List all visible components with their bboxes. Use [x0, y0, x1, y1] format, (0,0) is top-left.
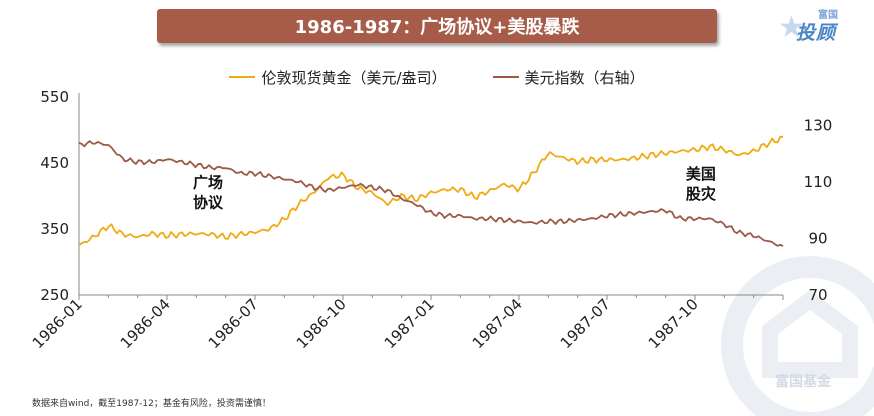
y-left-tick-label: 250	[40, 286, 69, 304]
legend-label-usd: 美元指数（右轴）	[524, 68, 645, 87]
annotation-plaza-accord: 广场	[193, 174, 223, 192]
footnote: 数据来自wind，截至1987-12；基金有风险，投资需谨慎！	[32, 399, 271, 409]
watermark-emblem	[721, 256, 874, 416]
y-left-tick-label: 550	[40, 88, 69, 106]
annotation-stock-crash: 美国	[686, 165, 716, 183]
x-tick-label: 1986-07	[205, 295, 262, 352]
y-left-tick-label: 350	[40, 220, 69, 238]
logo-small-text: 富国	[818, 10, 838, 21]
annotation-stock-crash: 股灾	[686, 185, 717, 203]
logo-big-text: 投顾	[796, 22, 837, 44]
chart-legend: 伦敦现货黄金（美元/盎司） 美元指数（右轴）	[0, 66, 874, 88]
x-tick-label: 1987-04	[469, 295, 526, 352]
y-right-tick-label: 70	[808, 286, 827, 304]
x-tick-label: 1986-10	[293, 295, 350, 352]
watermark-text: 富国基金	[775, 374, 831, 390]
y-right-tick-label: 90	[808, 229, 827, 247]
y-right-tick-label: 130	[804, 116, 833, 134]
annotation-plaza-accord: 协议	[193, 194, 224, 212]
gold-price-line	[78, 135, 784, 247]
x-tick-label: 1987-10	[645, 295, 702, 352]
x-tick-label: 1986-04	[117, 295, 174, 352]
usd-index-line	[78, 140, 784, 247]
watermark-ring	[721, 256, 874, 416]
y-right-tick-label: 110	[804, 173, 833, 191]
legend-swatch-gold	[229, 76, 256, 78]
star-icon: ★	[778, 10, 805, 45]
chart-title: 1986-1987：广场协议+美股暴跌	[294, 17, 580, 38]
x-tick-label: 1987-07	[557, 295, 614, 352]
legend-swatch-usd	[492, 76, 519, 78]
x-tick-label: 1987-01	[381, 295, 438, 352]
chart-title-banner: 1986-1987：广场协议+美股暴跌	[157, 9, 717, 43]
legend-label-gold: 伦敦现货黄金（美元/盎司）	[261, 68, 447, 87]
watermark-shape	[762, 290, 858, 378]
brand-logo: ★ 富国 投顾	[774, 4, 870, 48]
series-layer	[78, 135, 784, 247]
legend-item-gold: 伦敦现货黄金（美元/盎司）	[229, 66, 447, 88]
y-left-tick-label: 450	[40, 154, 69, 172]
legend-item-usd: 美元指数（右轴）	[492, 66, 645, 88]
